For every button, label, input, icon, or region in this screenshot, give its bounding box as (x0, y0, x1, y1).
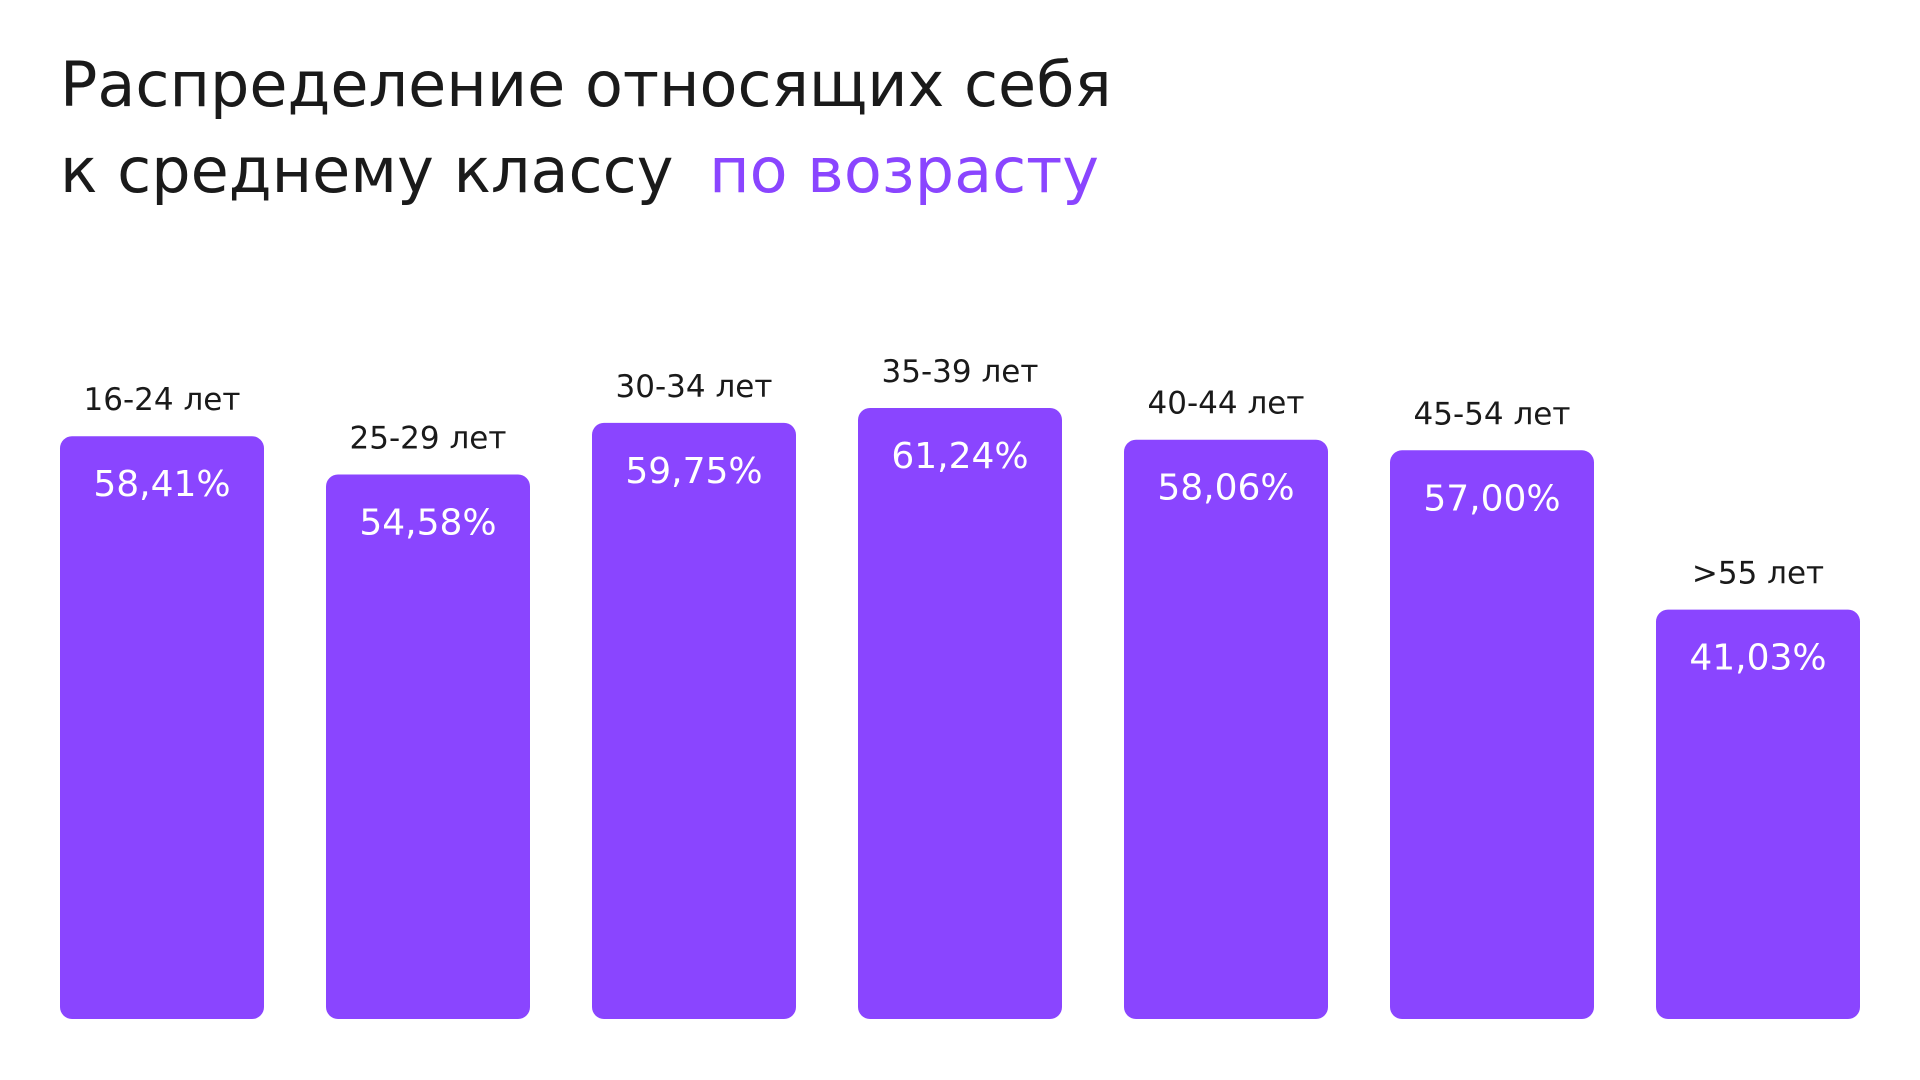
bar (60, 436, 264, 1019)
bar (858, 408, 1062, 1019)
category-label: 35-39 лет (882, 354, 1039, 390)
value-label: 58,06% (1157, 468, 1294, 509)
category-label: 30-34 лет (616, 369, 773, 405)
chart-title-part: к среднему классу (60, 134, 673, 207)
value-label: 59,75% (625, 451, 762, 492)
chart-title-accent: по возрасту (709, 134, 1099, 207)
bar (1656, 609, 1860, 1019)
category-label: 45-54 лет (1414, 396, 1571, 432)
value-label: 58,41% (93, 464, 230, 505)
bar (326, 474, 530, 1019)
value-label: 61,24% (891, 436, 1028, 477)
category-label: 25-29 лет (350, 420, 507, 456)
category-label: 40-44 лет (1148, 386, 1305, 422)
bar (1390, 450, 1594, 1019)
bar (592, 422, 796, 1019)
value-label: 57,00% (1423, 478, 1560, 519)
category-label: 16-24 лет (84, 382, 241, 418)
chart-title-line: Распределение относящих себя (60, 48, 1112, 121)
chart-title-line: к среднему классу по возрасту (60, 134, 1099, 207)
value-label: 41,03% (1689, 638, 1826, 679)
category-label: >55 лет (1692, 556, 1824, 592)
value-label: 54,58% (359, 502, 496, 543)
bar (1124, 439, 1328, 1019)
